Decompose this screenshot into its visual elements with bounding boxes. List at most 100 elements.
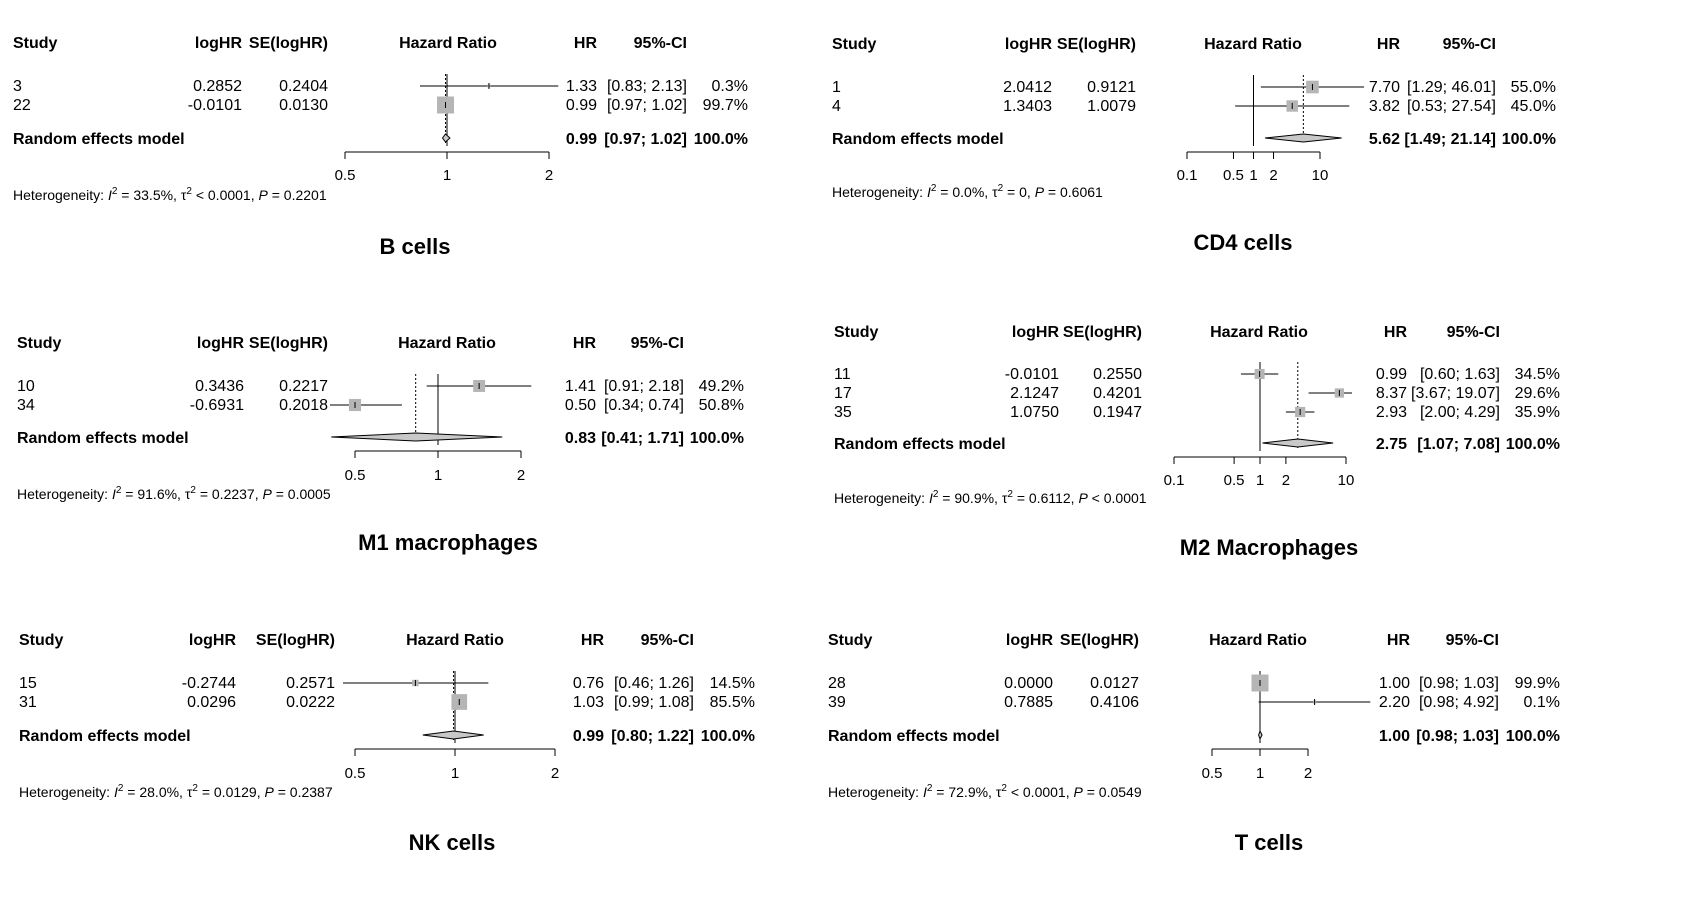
column-header-hazard-ratio: Hazard Ratio (399, 35, 497, 52)
model-weight-value: 100.0% (701, 728, 755, 745)
tau2-symbol: τ (181, 187, 187, 203)
weight-value: 34.5% (1515, 366, 1560, 383)
i2-value: = 91.6%, (121, 486, 184, 502)
ci-value: [0.91; 2.18] (604, 378, 684, 395)
hr-value: 1.41 (565, 378, 596, 395)
forest-panel-m2-macrophages: Study logHR SE(logHR) Hazard Ratio HR 95%-CI 1… (834, 324, 1560, 560)
weight-value: 35.9% (1515, 404, 1560, 421)
model-label: Random effects model (828, 728, 1000, 745)
hr-value: 0.99 (566, 97, 597, 114)
x-axis-tick-label: 2 (517, 467, 525, 484)
i2-value: = 0.0%, (936, 184, 992, 200)
i2-superscript: 2 (931, 183, 937, 194)
x-axis-tick-label: 0.5 (345, 467, 366, 484)
tau2-value: < 0.0001, (1007, 784, 1074, 800)
column-header-loghr: logHR (197, 335, 245, 352)
se-value: 0.4106 (1090, 694, 1139, 711)
x-axis-tick-label: 2 (551, 765, 559, 782)
model-weight-value: 100.0% (1506, 728, 1560, 745)
x-axis-tick-label: 1 (451, 765, 459, 782)
tau2-superscript: 2 (1001, 783, 1007, 794)
p-symbol: P (1074, 784, 1084, 800)
ci-value: [0.99; 1.08] (614, 694, 694, 711)
tau2-symbol: τ (1002, 490, 1008, 506)
i2-symbol: I (108, 187, 112, 203)
forest-panel-nk-cells: Study logHR SE(logHR) Hazard Ratio HR 95%-CI 1… (19, 632, 755, 855)
i2-superscript: 2 (927, 783, 933, 794)
x-axis-tick-label: 2 (545, 167, 553, 184)
forest-panel-cd4-cells: Study logHR SE(logHR) Hazard Ratio HR 95%-CI 1… (832, 36, 1556, 255)
ci-value: [0.98; 1.03] (1419, 675, 1499, 692)
x-axis-tick-label: 0.1 (1177, 167, 1198, 184)
tau2-symbol: τ (187, 784, 193, 800)
se-value: 0.2217 (279, 378, 328, 395)
tau2-value: = 0, (1003, 184, 1035, 200)
column-header-study: Study (832, 36, 877, 53)
model-label: Random effects model (13, 131, 185, 148)
weight-value: 45.0% (1511, 98, 1556, 115)
column-header-study: Study (13, 35, 58, 52)
x-axis-tick-label: 1 (434, 467, 442, 484)
se-value: 0.2550 (1093, 366, 1142, 383)
p-symbol: P (263, 486, 273, 502)
panel-title: CD4 cells (1193, 230, 1292, 255)
loghr-value: 0.0000 (1004, 675, 1053, 692)
tau2-symbol: τ (992, 184, 998, 200)
column-header-hazard-ratio: Hazard Ratio (1209, 632, 1307, 649)
panel-title: NK cells (409, 830, 496, 855)
pooled-estimate-diamond (1258, 729, 1263, 741)
hr-value: 1.00 (1379, 675, 1410, 692)
x-axis-tick-label: 1 (1256, 765, 1264, 782)
study-label: 28 (828, 675, 846, 692)
ci-value: [2.00; 4.29] (1420, 404, 1500, 421)
x-axis-tick-label: 0.5 (1224, 472, 1245, 489)
study-label: 3 (13, 78, 22, 95)
se-value: 0.2018 (279, 397, 328, 414)
forest-panel-t-cells: Study logHR SE(logHR) Hazard Ratio HR 95%-CI 2… (828, 632, 1560, 855)
x-axis-tick-label: 2 (1269, 167, 1277, 184)
se-value: 0.0222 (286, 694, 335, 711)
model-ci-value: [0.97; 1.02] (604, 131, 687, 148)
column-header-hr: HR (1384, 324, 1408, 341)
study-label: 31 (19, 694, 37, 711)
model-weight-value: 100.0% (690, 430, 744, 447)
model-ci-value: [1.49; 21.14] (1404, 131, 1496, 148)
i2-value: = 28.0%, (123, 784, 186, 800)
column-header-se: SE(logHR) (1063, 324, 1142, 341)
column-header-se: SE(logHR) (249, 335, 328, 352)
weight-value: 49.2% (699, 378, 744, 395)
study-label: 17 (834, 385, 852, 402)
loghr-value: 1.0750 (1010, 404, 1059, 421)
p-symbol: P (265, 784, 275, 800)
pooled-estimate-diamond (1264, 133, 1342, 143)
model-weight-value: 100.0% (1506, 436, 1560, 453)
x-axis-tick-label: 1 (1249, 167, 1257, 184)
p-value: = 0.6061 (1044, 184, 1103, 200)
loghr-value: 0.7885 (1004, 694, 1053, 711)
column-header-study: Study (828, 632, 873, 649)
x-axis-tick-label: 10 (1312, 167, 1329, 184)
ci-value: [3.67; 19.07] (1411, 385, 1500, 402)
pooled-estimate-diamond (422, 730, 484, 740)
x-axis-tick-label: 10 (1338, 472, 1355, 489)
study-label: 35 (834, 404, 852, 421)
p-value: = 0.0005 (272, 486, 331, 502)
study-label: 11 (834, 366, 851, 383)
panel-title: M2 Macrophages (1180, 535, 1359, 560)
p-symbol: P (1035, 184, 1045, 200)
i2-value: = 33.5%, (117, 187, 180, 203)
ci-value: [0.46; 1.26] (614, 675, 694, 692)
loghr-value: -0.2744 (182, 675, 236, 692)
ci-value: [0.53; 27.54] (1407, 98, 1496, 115)
loghr-value: -0.6931 (190, 397, 244, 414)
model-hr-value: 0.99 (566, 131, 597, 148)
loghr-value: -0.0101 (188, 97, 242, 114)
x-axis-tick-label: 2 (1282, 472, 1290, 489)
heterogeneity-label: Heterogeneity: I2 = 90.9%, τ2 = 0.6112, … (834, 489, 1147, 506)
se-value: 0.9121 (1087, 79, 1136, 96)
x-axis-tick-label: 0.1 (1164, 472, 1185, 489)
column-header-hazard-ratio: Hazard Ratio (1204, 36, 1302, 53)
ci-value: [0.97; 1.02] (607, 97, 687, 114)
panel-title: B cells (380, 234, 451, 259)
weight-value: 29.6% (1515, 385, 1560, 402)
